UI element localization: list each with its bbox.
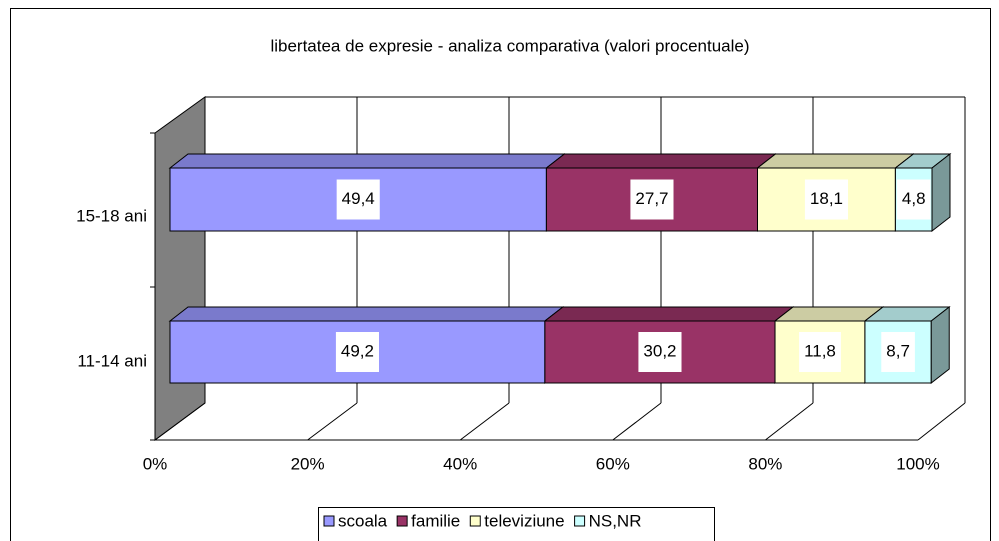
value-label-box [336,179,380,220]
value-label: 4,8 [902,189,926,208]
bar-side [930,305,950,385]
value-label-box [335,332,379,372]
x-tick-label: 40% [443,454,477,473]
y-tick-label: 11-14 ani [77,351,147,370]
value-label-box [881,332,915,372]
x-tick-label: 80% [748,454,782,473]
bar-side [931,152,951,233]
value-label-box [804,179,849,220]
bar-top [543,306,795,322]
value-label: 30,2 [643,341,676,360]
value-label: 8,7 [886,341,910,360]
value-label-box [638,332,682,372]
value-label: 27,7 [635,189,668,208]
value-label: 49,2 [341,341,374,360]
bar-top [168,306,565,322]
legend-swatch [323,515,335,527]
grid-line [307,402,358,441]
x-tick-label: 100% [896,454,939,473]
value-label-box [896,179,931,220]
chart-title: libertatea de expresie - analiza compara… [270,36,749,55]
legend-label: familie [411,511,460,530]
bar-top [756,153,915,169]
grid-line [765,402,814,441]
legend-swatch [469,515,481,527]
y-tick-label: 15-18 ani [76,206,147,225]
legend-label: televiziune [484,511,564,530]
side-wall [154,96,206,441]
value-label-box [799,332,841,372]
legend-label: NS,NR [589,511,642,530]
grid-line [154,402,206,441]
value-label-box [630,179,674,220]
legend-swatch [574,515,586,527]
legend-box [318,507,715,541]
x-tick-label: 0% [143,454,168,473]
value-label: 11,8 [804,341,836,360]
x-tick-label: 20% [291,454,325,473]
x-tick-label: 60% [596,454,630,473]
grid-line [459,402,510,441]
bar-top [168,153,566,169]
bar-top [544,153,777,169]
grid-line [917,402,966,441]
value-label: 49,4 [342,189,375,208]
bar-top [773,306,885,322]
grid-line [612,402,662,441]
legend-swatch [396,515,408,527]
value-label: 18,1 [810,189,843,208]
legend-label: scoala [338,511,388,530]
